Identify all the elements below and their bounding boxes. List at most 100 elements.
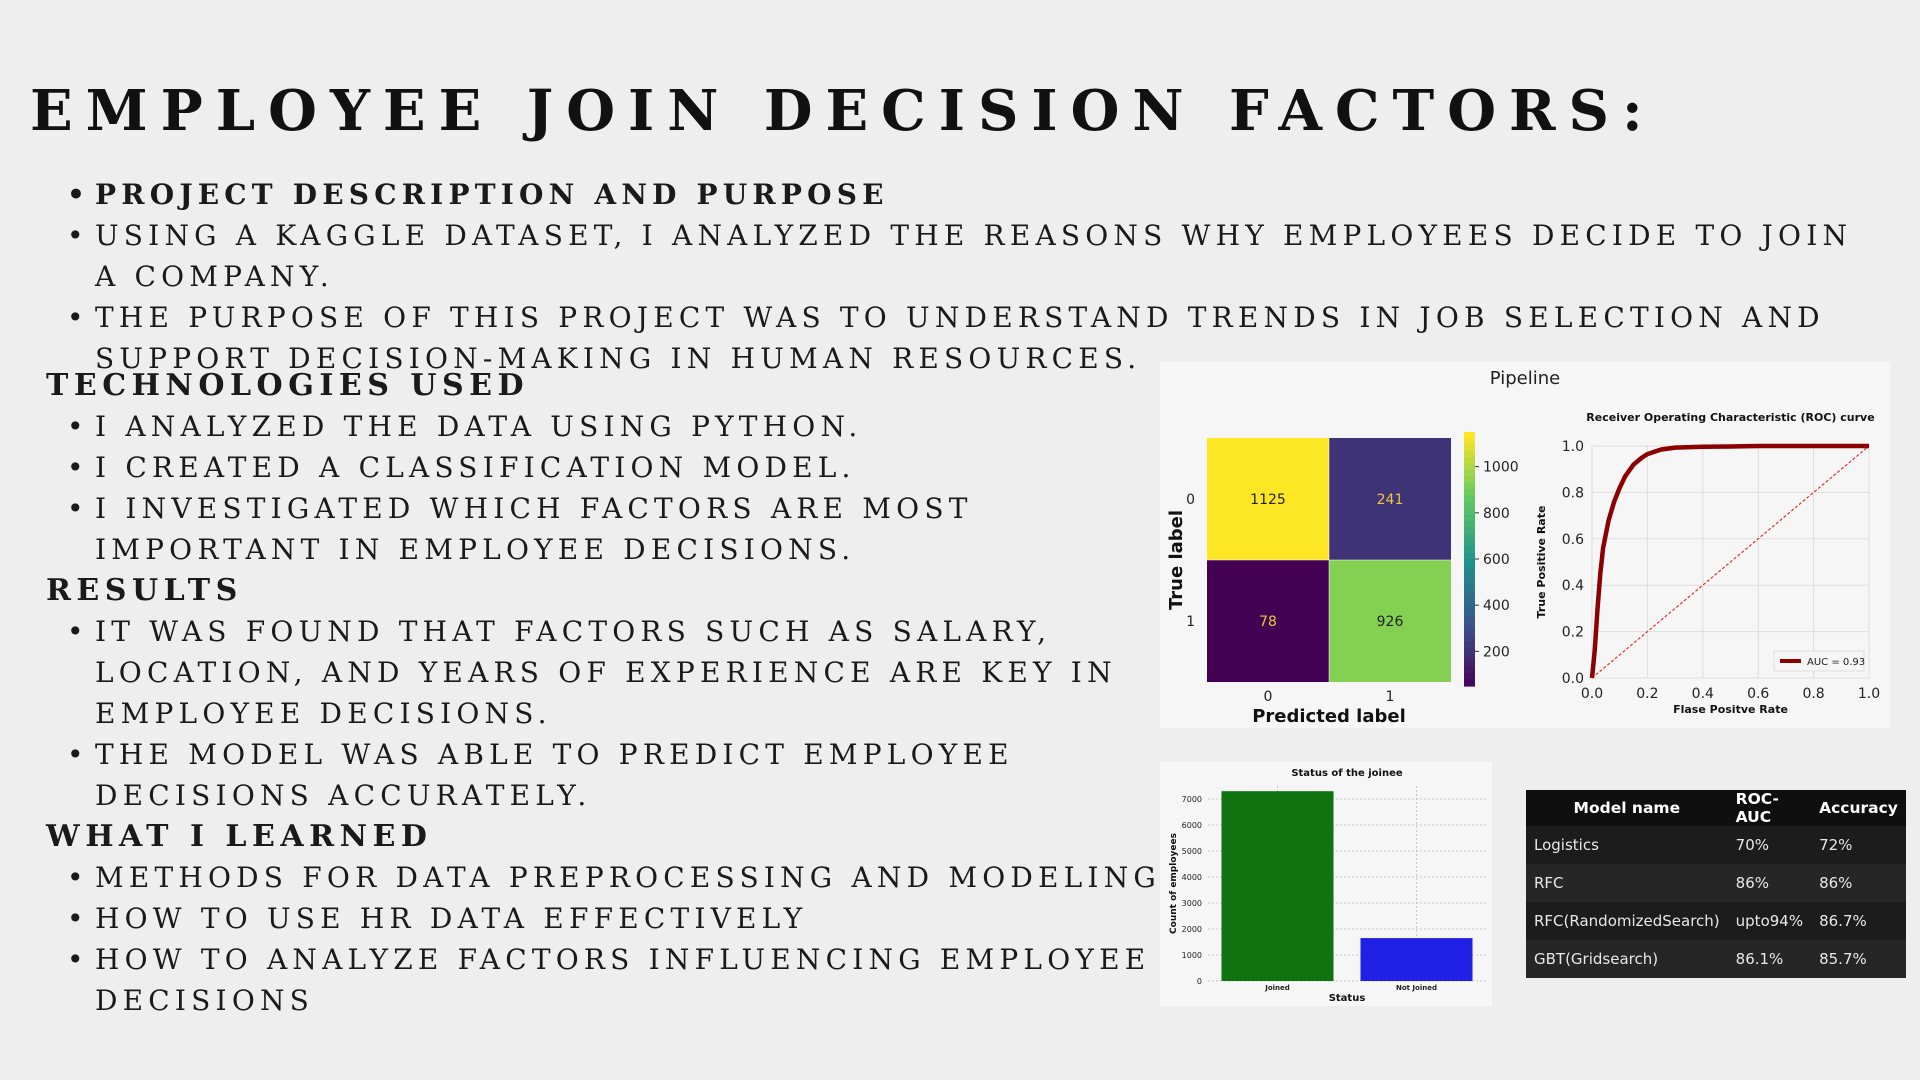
colorbar-segment (1464, 635, 1475, 643)
colorbar-tick-label: 400 (1483, 598, 1510, 614)
table-cell: upto94% (1727, 902, 1812, 940)
colorbar-segment (1464, 571, 1475, 579)
heatmap-cell (1207, 560, 1329, 682)
table-cell: GBT(Gridsearch) (1526, 940, 1728, 978)
colorbar-segment (1464, 451, 1475, 458)
colorbar-segment (1464, 584, 1475, 592)
list-item: HOW TO ANALYZE FACTORS INFLUENCING EMPLO… (67, 939, 1185, 1021)
bar-y-tick-label: 0 (1197, 977, 1202, 986)
colorbar-segment (1464, 438, 1475, 446)
chart-title: Pipeline (1490, 368, 1560, 389)
roc-x-tick-label: 0.4 (1692, 686, 1714, 702)
column-header: Model name (1526, 790, 1728, 826)
x-tick-label: 1 (1386, 689, 1395, 705)
colorbar-segment (1464, 552, 1475, 560)
colorbar-segment (1464, 590, 1475, 598)
colorbar-segment (1464, 666, 1475, 674)
list-item: THE PURPOSE OF THIS PROJECT WAS TO UNDER… (67, 297, 1874, 379)
heatmap-cell (1207, 438, 1329, 560)
bar (1360, 938, 1473, 981)
colorbar-segment (1464, 622, 1475, 630)
colorbar-segment (1464, 470, 1475, 478)
colorbar-segment (1464, 444, 1475, 452)
colorbar-segment (1464, 609, 1475, 617)
roc-y-tick-label: 0.6 (1562, 532, 1584, 548)
table-header-row: Model name ROC-AUC Accuracy (1526, 790, 1906, 826)
y-tick-label: 1 (1186, 614, 1195, 630)
bar-y-tick-label: 5000 (1182, 847, 1202, 856)
colorbar-segment (1464, 546, 1475, 554)
colorbar-segment (1464, 520, 1475, 528)
colorbar-tick-label: 600 (1483, 552, 1510, 568)
table-cell: Logistics (1526, 826, 1728, 864)
section-heading-results: RESULTS (46, 573, 243, 608)
bar-x-tick-label: Not Joined (1396, 984, 1437, 992)
roc-x-tick-label: 1.0 (1858, 686, 1880, 702)
list-item: IT WAS FOUND THAT FACTORS SUCH AS SALARY… (67, 611, 1135, 734)
colorbar-segment (1464, 527, 1475, 535)
bar-y-tick-label: 7000 (1182, 795, 1202, 804)
list-item: I INVESTIGATED WHICH FACTORS ARE MOST IM… (67, 488, 975, 570)
table-cell: 86.1% (1727, 940, 1812, 978)
roc-y-tick-label: 0.2 (1562, 625, 1584, 641)
colorbar-segment (1464, 476, 1475, 484)
joinee-status-figure: Status of the joinee 0 1000 2000 3000 4000 500… (1160, 762, 1492, 1006)
colorbar-segment (1464, 533, 1475, 541)
colorbar-tick-label: 800 (1483, 506, 1510, 522)
colorbar-segment (1464, 603, 1475, 611)
colorbar-segment (1464, 616, 1475, 624)
joinee-status-chart: Status of the joinee 0 1000 2000 3000 4000 500… (1169, 768, 1486, 1004)
roc-curve-line (1589, 443, 1869, 679)
colorbar-tick-label: 1000 (1483, 460, 1519, 476)
colorbar-segment (1464, 673, 1475, 681)
colorbar-segment (1464, 578, 1475, 585)
y-tick-label: 0 (1186, 492, 1195, 508)
bar-y-tick-label: 4000 (1182, 873, 1202, 882)
roc-legend-box (1773, 650, 1865, 672)
technologies-list: I ANALYZED THE DATA USING PYTHON. I CREA… (44, 406, 1035, 570)
roc-y-tick-label: 1.0 (1562, 439, 1584, 455)
table-cell: RFC(RandomizedSearch) (1526, 902, 1728, 940)
roc-x-tick-label: 0.6 (1747, 686, 1769, 702)
colorbar-segment (1464, 559, 1475, 566)
section-heading-learned: WHAT I LEARNED (46, 819, 433, 854)
lower-column: TECHNOLOGIES USED I ANALYZED THE DATA US… (44, 365, 1156, 1021)
list-item: I ANALYZED THE DATA USING PYTHON. (67, 406, 1035, 447)
table-cell: 85.7% (1811, 940, 1906, 978)
results-list: IT WAS FOUND THAT FACTORS SUCH AS SALARY… (44, 611, 1135, 816)
colorbar-segment (1464, 654, 1475, 662)
table-row: Logistics 70% 72% (1526, 826, 1906, 864)
roc-legend-label: AUC = 0.93 (1807, 657, 1865, 668)
cell-value-label: 1125 (1250, 492, 1286, 508)
roc-y-tick-label: 0.8 (1562, 485, 1584, 501)
model-comparison-table: Model name ROC-AUC Accuracy Logistics 70% 72… (1526, 790, 1906, 978)
roc-y-tick-label: 0.0 (1562, 671, 1584, 687)
list-item: USING A KAGGLE DATASET, I ANALYZED THE R… (67, 215, 1874, 297)
colorbar-segment (1464, 432, 1475, 439)
bar-chart-title: Status of the joinee (1291, 768, 1403, 779)
heatmap-cell (1329, 560, 1451, 682)
colorbar-segment (1464, 457, 1475, 465)
colorbar-segment (1464, 641, 1475, 649)
y-axis-label: True label (1166, 510, 1187, 610)
table-cell: RFC (1526, 864, 1728, 902)
bar-y-tick-label: 3000 (1182, 899, 1202, 908)
bar-x-tick-label: Joined (1264, 984, 1290, 992)
colorbar-segment (1464, 660, 1475, 668)
colorbar-segment (1464, 482, 1475, 490)
roc-y-tick-label: 0.4 (1562, 578, 1584, 594)
roc-x-axis-label: Flase Positve Rate (1673, 703, 1788, 716)
table-cell: 72% (1811, 826, 1906, 864)
cell-value-label: 926 (1377, 614, 1404, 630)
column-header: ROC-AUC (1727, 790, 1812, 826)
bar-x-axis-label: Status (1329, 993, 1366, 1004)
bar-y-tick-label: 1000 (1182, 951, 1202, 960)
list-item: HOW TO USE HR DATA EFFECTIVELY (67, 898, 1185, 939)
colorbar-segment (1464, 597, 1475, 605)
colorbar-segment (1464, 647, 1475, 655)
roc-title: Receiver Operating Characteristic (ROC) … (1586, 411, 1874, 424)
heatmap-cell (1329, 438, 1451, 560)
table-cell: 70% (1727, 826, 1812, 864)
colorbar-segment (1464, 565, 1475, 573)
